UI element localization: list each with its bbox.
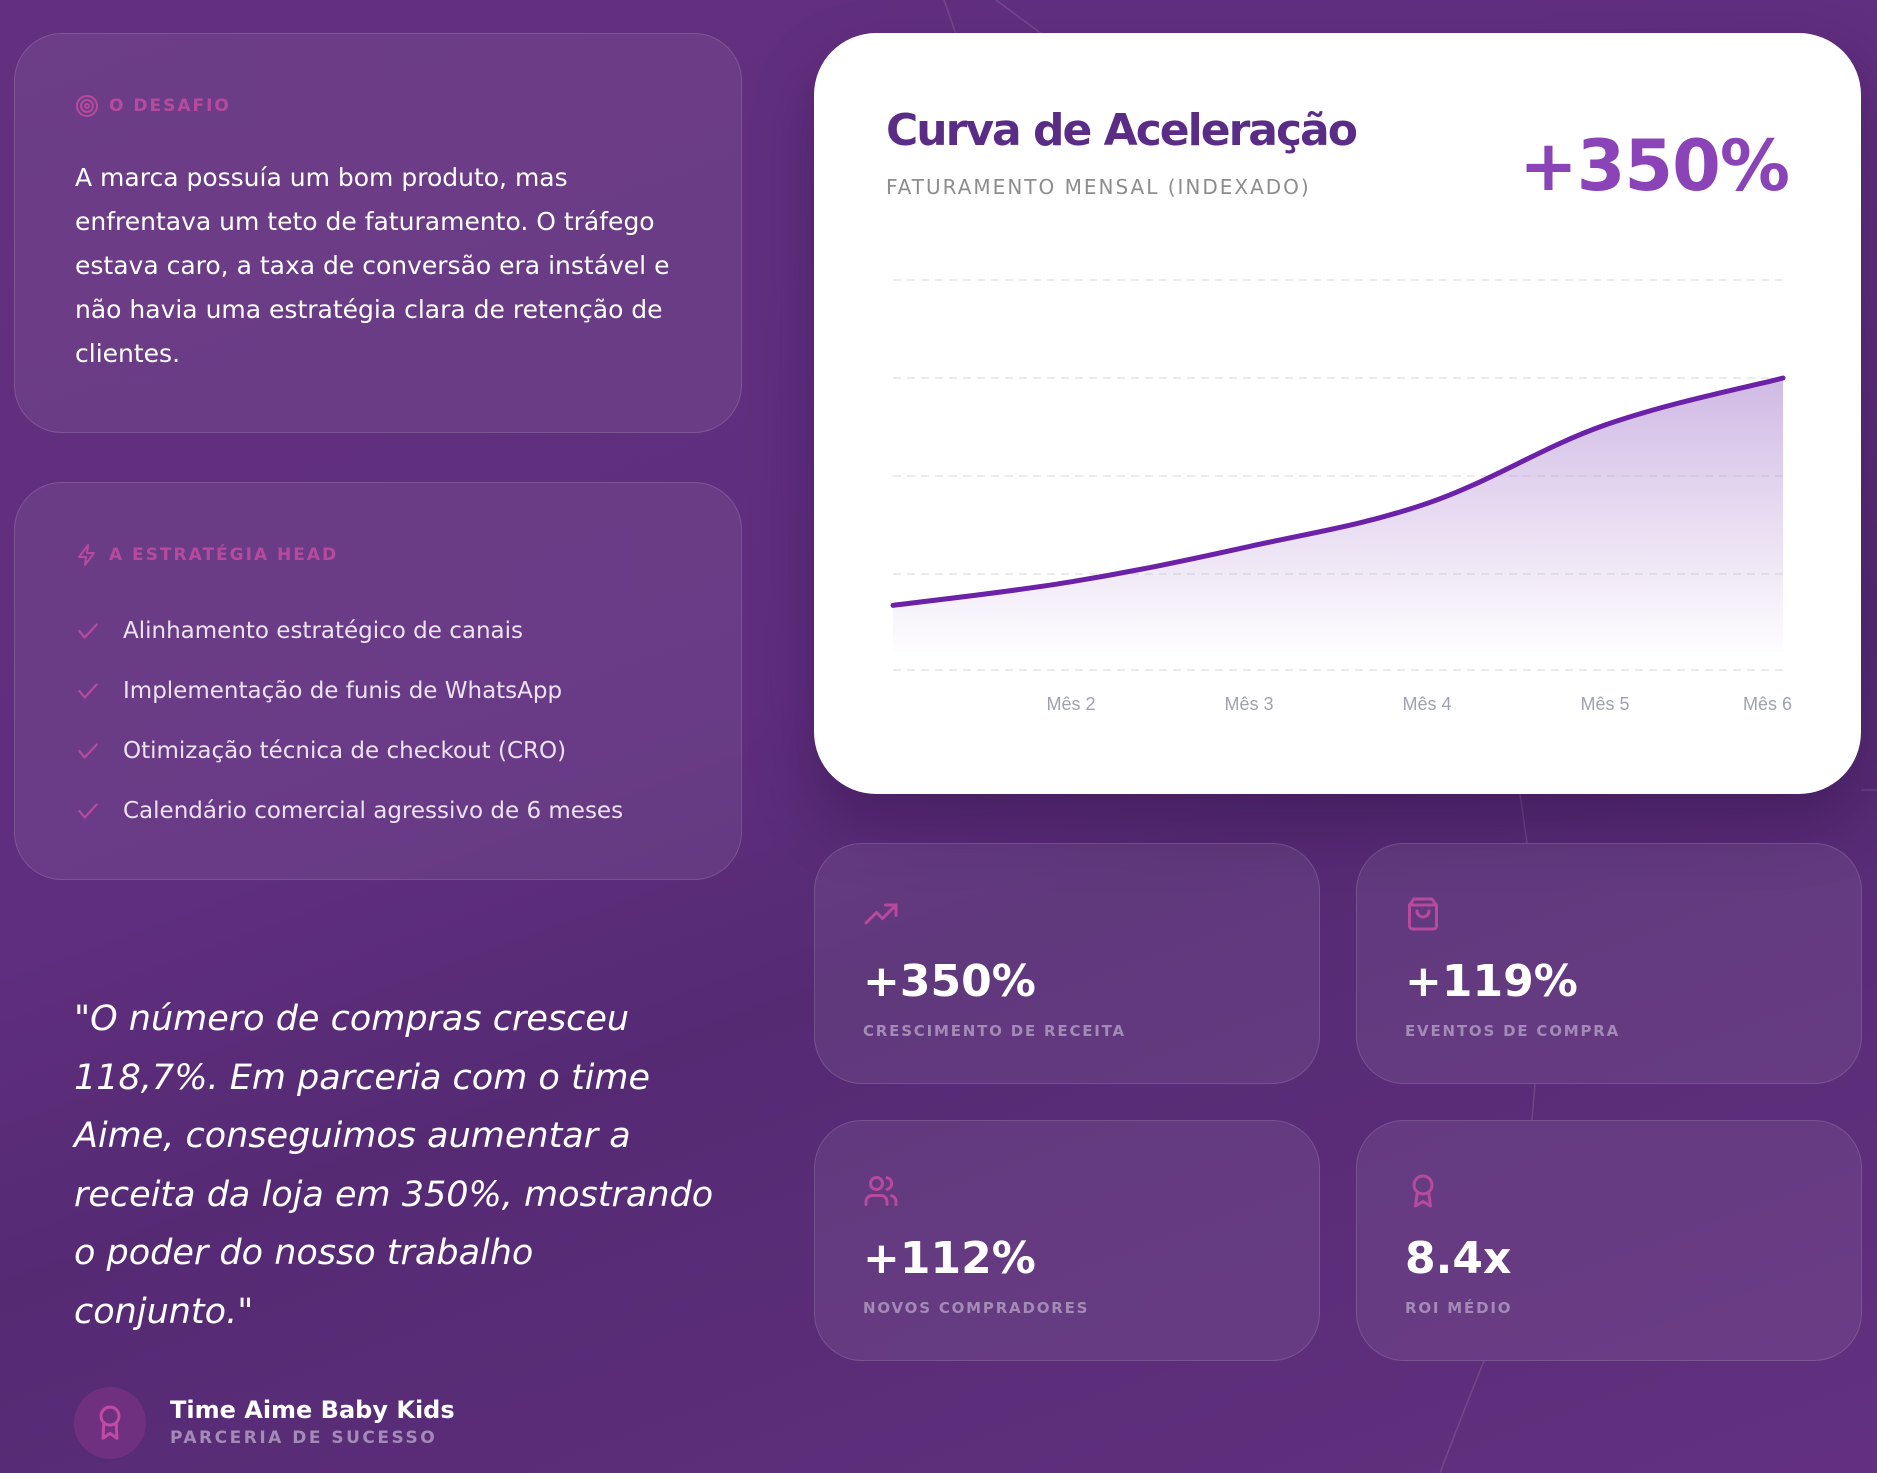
challenge-heading-text: O DESAFIO <box>109 96 231 116</box>
award-icon <box>1412 1174 1434 1208</box>
target-icon <box>76 95 98 117</box>
chart-title: Curva de Aceleração <box>886 105 1358 156</box>
check-icon <box>78 803 98 820</box>
strategy-item-label: Otimização técnica de checkout (CRO) <box>123 738 567 764</box>
strategy-item: Calendário comercial agressivo de 6 mese… <box>75 781 623 841</box>
stat-value: +112% <box>863 1233 1036 1284</box>
shopping-bag-icon <box>1408 897 1438 931</box>
check-icon <box>78 683 98 700</box>
stat-card-new-buyers: +112% NOVOS COMPRADORES <box>814 1120 1320 1361</box>
stat-label: NOVOS COMPRADORES <box>863 1299 1090 1317</box>
strategy-heading-text: A ESTRATÉGIA HEAD <box>109 545 339 565</box>
x-axis-label: Mês 4 <box>1402 694 1451 714</box>
strategy-item-label: Implementação de funis de WhatsApp <box>123 678 563 704</box>
stat-card-purchase-events: +119% EVENTOS DE COMPRA <box>1356 843 1862 1084</box>
strategy-item: Alinhamento estratégico de canais <box>75 601 623 661</box>
stat-value: +119% <box>1405 956 1578 1007</box>
revenue-chart: Mês 2 Mês 3 Mês 4 Mês 5 Mês 6 <box>890 279 1792 714</box>
check-icon <box>78 743 98 760</box>
stat-label: ROI MÉDIO <box>1405 1299 1513 1317</box>
chart-x-axis-labels: Mês 2 Mês 3 Mês 4 Mês 5 Mês 6 <box>1046 694 1792 714</box>
stat-value: 8.4x <box>1405 1233 1512 1284</box>
chart-area-fill <box>893 378 1783 652</box>
strategy-item: Otimização técnica de checkout (CRO) <box>75 721 623 781</box>
chart-line <box>890 375 1786 608</box>
stat-label: EVENTOS DE COMPRA <box>1405 1022 1621 1040</box>
users-icon <box>864 1176 898 1206</box>
strategy-item: Implementação de funis de WhatsApp <box>75 661 623 721</box>
lightning-icon <box>78 544 95 566</box>
challenge-text: A marca possuía um bom produto, mas enfr… <box>75 163 670 368</box>
x-axis-label: Mês 2 <box>1046 694 1095 714</box>
author-avatar <box>74 1387 146 1459</box>
strategy-list: Alinhamento estratégico de canais Implem… <box>75 601 623 841</box>
stat-card-revenue-growth: +350% CRESCIMENTO DE RECEITA <box>814 843 1320 1084</box>
strategy-item-label: Calendário comercial agressivo de 6 mese… <box>123 798 624 824</box>
award-icon <box>99 1405 121 1440</box>
author-role: PARCERIA DE SUCESSO <box>170 1428 438 1448</box>
testimonial-author: Time Aime Baby Kids PARCERIA DE SUCESSO <box>74 1387 455 1459</box>
x-axis-label: Mês 6 <box>1743 694 1792 714</box>
challenge-card: O DESAFIO A marca possuía um bom produto… <box>14 33 742 433</box>
stat-label: CRESCIMENTO DE RECEITA <box>863 1022 1126 1040</box>
stat-value: +350% <box>863 956 1036 1007</box>
strategy-card: A ESTRATÉGIA HEAD Alinhamento estratégic… <box>14 482 742 880</box>
x-axis-label: Mês 3 <box>1224 694 1273 714</box>
strategy-heading: A ESTRATÉGIA HEAD <box>75 543 338 567</box>
author-text: Time Aime Baby Kids PARCERIA DE SUCESSO <box>170 1395 455 1451</box>
chart-subtitle: FATURAMENTO MENSAL (INDEXADO) <box>886 175 1311 199</box>
check-icon <box>78 623 98 640</box>
strategy-item-label: Alinhamento estratégico de canais <box>123 618 524 644</box>
chart-card: Mês 2 Mês 3 Mês 4 Mês 5 Mês 6 Curva de Acele… <box>814 33 1861 794</box>
stat-card-roi: 8.4x ROI MÉDIO <box>1356 1120 1862 1361</box>
x-axis-label: Mês 5 <box>1580 694 1629 714</box>
challenge-heading: O DESAFIO <box>75 94 231 118</box>
author-name: Time Aime Baby Kids <box>170 1396 455 1424</box>
trending-up-icon <box>864 903 898 925</box>
chart-headline-value: +350% <box>1519 125 1790 207</box>
testimonial-quote: "O número de compras cresceu 118,7%. Em … <box>74 999 714 1332</box>
